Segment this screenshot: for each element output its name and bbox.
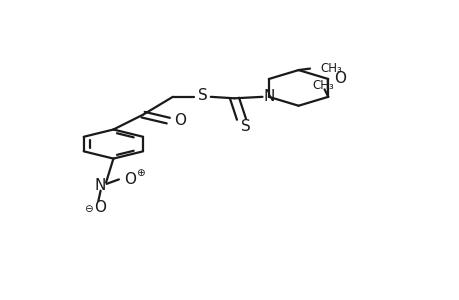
Text: CH₃: CH₃ xyxy=(320,62,341,75)
Text: ⊕: ⊕ xyxy=(136,169,145,178)
Text: N: N xyxy=(263,89,274,104)
Text: O: O xyxy=(174,113,185,128)
Text: S: S xyxy=(197,88,207,103)
Text: S: S xyxy=(241,119,250,134)
Text: N: N xyxy=(95,178,106,193)
Text: O: O xyxy=(333,71,345,86)
Text: O: O xyxy=(124,172,136,187)
Text: ⊖: ⊖ xyxy=(84,204,92,214)
Text: O: O xyxy=(95,200,106,215)
Text: CH₃: CH₃ xyxy=(311,79,333,92)
